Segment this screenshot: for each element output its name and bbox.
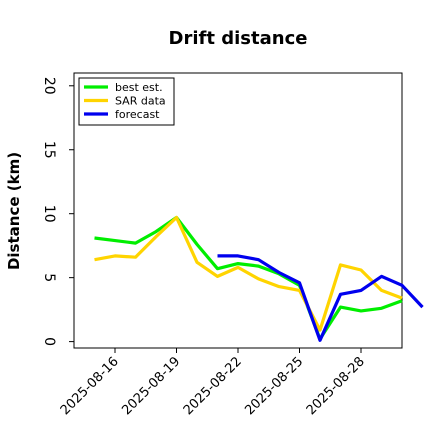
y-tick-label: 10 bbox=[41, 205, 57, 223]
series-line-forecast bbox=[217, 254, 424, 342]
y-tick-label: 5 bbox=[41, 273, 57, 282]
legend-label: best est. bbox=[115, 81, 163, 94]
y-axis-ticks: 0 5 10 15 20 bbox=[41, 77, 74, 346]
legend-label: SAR data bbox=[115, 95, 166, 108]
y-tick-label: 0 bbox=[41, 337, 57, 346]
chart-title: Drift distance bbox=[169, 28, 308, 49]
x-tick-label: 2025-08-16 bbox=[58, 354, 122, 418]
x-axis-ticks: 2025-08-162025-08-192025-08-222025-08-25… bbox=[58, 348, 368, 418]
y-tick-label: 15 bbox=[41, 141, 57, 159]
series-layer bbox=[94, 215, 424, 342]
series-line-best-est bbox=[94, 215, 403, 341]
x-tick-label: 2025-08-19 bbox=[119, 354, 183, 418]
y-tick-label: 20 bbox=[41, 77, 57, 95]
y-axis-label: Distance (km) bbox=[5, 152, 23, 270]
x-tick-label: 2025-08-28 bbox=[304, 354, 368, 418]
legend-label: forecast bbox=[115, 108, 160, 121]
x-tick-label: 2025-08-22 bbox=[181, 354, 245, 418]
series-line-sar-data bbox=[94, 215, 403, 332]
x-tick-label: 2025-08-25 bbox=[242, 354, 306, 418]
